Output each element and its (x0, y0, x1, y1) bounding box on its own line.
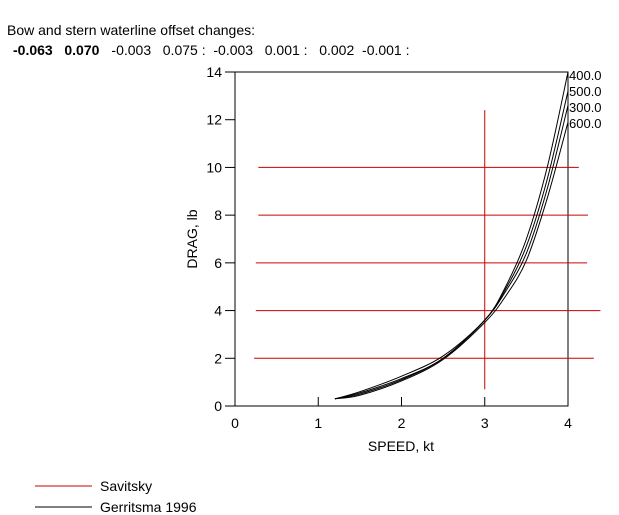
offsets-first-pair: -0.063 0.070 (13, 42, 100, 58)
series-label: 400.0 (569, 68, 602, 83)
x-tick-label: 0 (231, 415, 239, 431)
header-title: Bow and stern waterline offset changes: (7, 22, 255, 38)
y-tick-label: 6 (214, 255, 222, 271)
x-tick-label: 3 (481, 415, 489, 431)
x-tick-label: 2 (398, 415, 406, 431)
series-label: 300.0 (569, 100, 602, 115)
x-axis-label: SPEED, kt (368, 438, 434, 454)
series-label: 600.0 (569, 116, 602, 131)
series-line-300.0 (334, 105, 569, 400)
series-label: 500.0 (569, 84, 602, 99)
x-tick-label: 1 (314, 415, 322, 431)
y-tick-label: 8 (214, 207, 222, 223)
y-tick-label: 10 (206, 159, 222, 175)
y-tick-label: 4 (214, 303, 222, 319)
y-axis-label: DRAG, lb (184, 209, 200, 268)
y-tick-label: 2 (214, 350, 222, 366)
legend-gerritsma-label: Gerritsma 1996 (100, 499, 197, 515)
x-tick-label: 4 (564, 415, 572, 431)
legend-savitsky-label: Savitsky (100, 478, 152, 494)
series-line-600.0 (334, 121, 569, 400)
y-tick-label: 14 (206, 64, 222, 80)
offsets-text: -0.003 0.075 : -0.003 0.001 : 0.002 -0.0… (111, 42, 409, 58)
y-tick-label: 0 (214, 398, 222, 414)
y-tick-label: 12 (206, 112, 222, 128)
plot-frame (234, 71, 569, 407)
